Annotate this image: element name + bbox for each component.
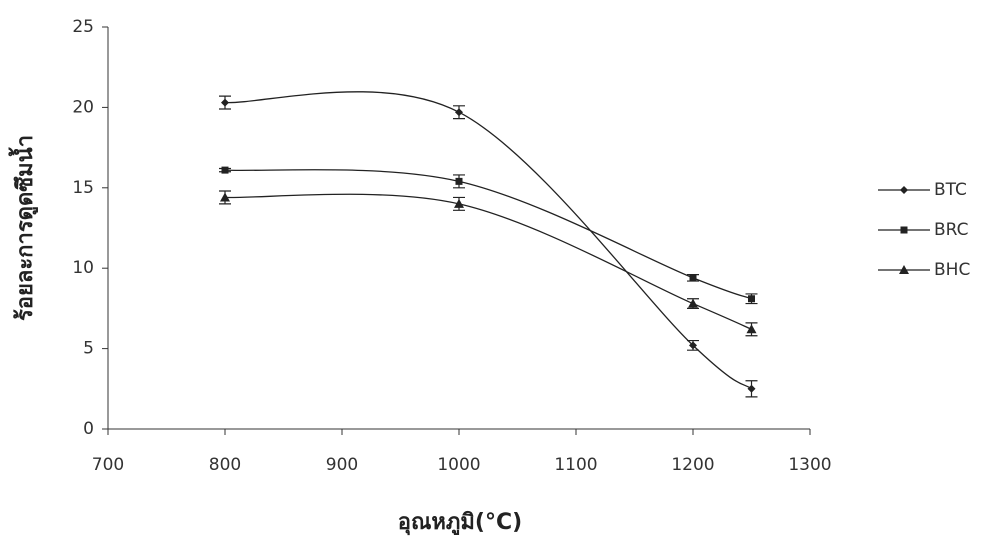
marker <box>221 98 229 107</box>
series-line <box>224 169 752 300</box>
marker <box>899 265 909 274</box>
x-tick-label: 900 <box>326 455 358 475</box>
legend-label: BTC <box>934 180 967 200</box>
y-tick-label: 15 <box>72 178 94 198</box>
x-tick-label: 1100 <box>554 455 597 475</box>
x-tick-label: 1200 <box>671 455 714 475</box>
marker <box>688 298 698 308</box>
marker <box>748 295 755 303</box>
marker <box>220 192 230 202</box>
y-tick-label: 10 <box>72 258 94 278</box>
marker <box>455 108 463 117</box>
legend-label: BRC <box>934 220 969 240</box>
y-tick-label: 20 <box>72 97 94 117</box>
x-tick-label: 800 <box>209 455 241 475</box>
marker <box>221 166 229 174</box>
y-axis-title: ร้อยละการดูดซึมน้ำ <box>8 135 39 321</box>
y-tick-label: 5 <box>83 339 94 359</box>
x-tick-label: 1300 <box>788 455 831 475</box>
x-tick-label: 1000 <box>437 455 480 475</box>
series-line <box>224 91 752 390</box>
series-line <box>224 193 752 330</box>
marker <box>689 341 697 350</box>
y-tick-label: 0 <box>83 419 94 439</box>
marker <box>746 324 757 334</box>
marker <box>747 384 756 393</box>
x-axis-title: อุณหภูมิ(°C) <box>398 510 522 536</box>
x-tick-label: 700 <box>92 455 124 475</box>
marker <box>454 198 464 208</box>
marker <box>455 177 463 185</box>
y-tick-label: 25 <box>72 17 94 37</box>
marker <box>900 186 908 194</box>
marker <box>900 226 908 234</box>
marker <box>689 274 697 282</box>
legend-label: BHC <box>934 260 970 280</box>
